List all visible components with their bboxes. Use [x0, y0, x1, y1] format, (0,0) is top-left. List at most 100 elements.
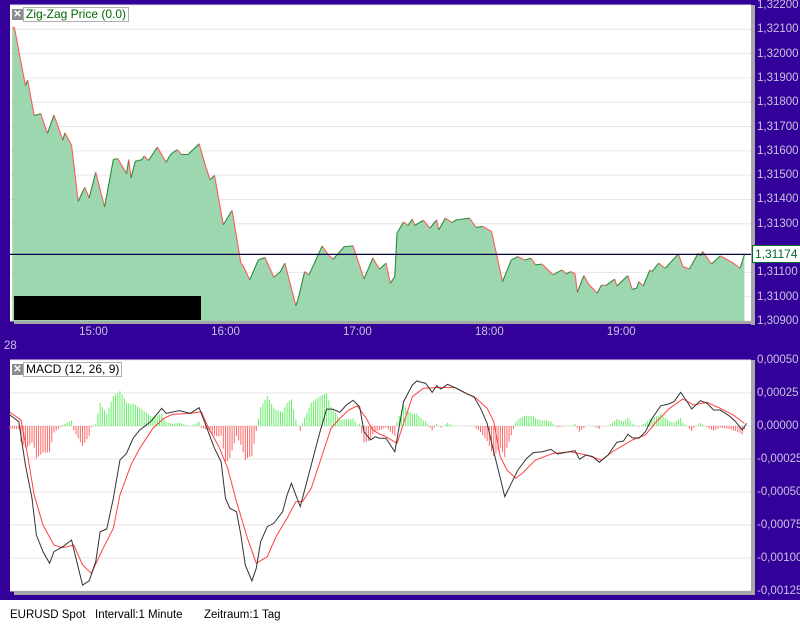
price-segment: [205, 166, 211, 180]
price-segment: [414, 219, 424, 226]
price-panel-shadow-bottom: [14, 321, 755, 324]
price-segment: [198, 143, 207, 167]
price-segment: [627, 275, 633, 290]
price-segment: [128, 159, 132, 179]
price-segment: [284, 263, 297, 306]
price-segment: [156, 146, 167, 163]
price-segment: [363, 257, 374, 280]
price-segment: [170, 149, 178, 155]
price-segment: [719, 255, 734, 264]
price-segment: [34, 113, 41, 117]
price-segment: [344, 245, 354, 248]
macd-legend-label: MACD (12, 26, 9): [23, 362, 123, 377]
price-segment: [213, 175, 224, 225]
price-segment: [658, 262, 666, 269]
price-segment: [566, 271, 571, 275]
price-segment: [40, 113, 48, 134]
price-segment: [135, 159, 143, 162]
price-segment: [616, 275, 629, 287]
price-segment: [638, 281, 644, 287]
price-segment: [649, 269, 653, 273]
price-segment: [117, 158, 128, 174]
x-tick-label: 18:00: [474, 326, 504, 338]
y-tick-label: 1,31700: [757, 120, 799, 133]
price-segment: [511, 256, 519, 261]
price-segment: [396, 221, 405, 234]
y-tick-label: 1,32100: [757, 23, 799, 36]
price-segment: [379, 262, 387, 270]
price-segment: [436, 219, 440, 230]
price-segment: [77, 187, 86, 202]
macd-legend: ✕ MACD (12, 26, 9): [12, 362, 123, 377]
price-area-fill: [12, 27, 745, 322]
price-segment: [524, 257, 532, 261]
y-tick-label: 0,00050: [757, 354, 799, 366]
status-interval: Intervall:1 Minute: [95, 609, 183, 621]
price-segment: [95, 172, 106, 208]
price-segment: [88, 172, 97, 199]
y-tick-label: -0,00050: [757, 486, 800, 498]
price-segment: [407, 218, 413, 226]
price-segment: [677, 253, 684, 267]
price-segment: [642, 269, 651, 287]
price-segment: [297, 271, 306, 300]
price-segment: [240, 262, 244, 266]
price-segment: [258, 257, 266, 261]
y-tick-label: 1,31600: [757, 144, 799, 157]
status-range: Zeitraum:1 Tag: [204, 609, 281, 621]
price-chart-panel[interactable]: ✕ Zig-Zag Price (0.0): [10, 4, 751, 322]
price-segment: [541, 263, 554, 276]
y-tick-label: 1,31100: [757, 266, 798, 279]
price-segment: [308, 245, 323, 276]
price-segment: [64, 132, 73, 146]
price-segment: [651, 262, 660, 272]
price-segment: [385, 263, 391, 284]
price-segment: [372, 257, 380, 270]
macd-panel-shadow-bottom: [14, 591, 755, 595]
price-segment: [389, 276, 396, 284]
price-chart: [10, 4, 751, 322]
price-segment: [53, 114, 64, 141]
price-segment: [143, 155, 149, 161]
price-segment: [242, 265, 251, 281]
y-tick-label: 1,32200: [757, 0, 799, 11]
price-segment: [502, 259, 512, 282]
y-tick-label: -0,00100: [757, 552, 800, 564]
price-segment: [451, 219, 457, 224]
price-segment: [438, 217, 446, 231]
price-segment: [130, 161, 136, 179]
y-tick-label: 1,32000: [757, 47, 799, 60]
price-segment: [596, 284, 602, 294]
y-tick-label: 0,00025: [757, 387, 799, 399]
price-segment: [113, 158, 118, 161]
price-segment: [583, 275, 589, 285]
price-segment: [682, 266, 690, 270]
macd-line: [9, 380, 748, 586]
price-segment: [328, 255, 334, 260]
x-tick-label: 17:00: [343, 326, 372, 338]
price-segment: [445, 217, 453, 224]
price-segment: [632, 287, 637, 290]
macd-chart-panel[interactable]: ✕ MACD (12, 26, 9): [9, 359, 751, 592]
last-price-label: 1,31174: [752, 245, 800, 263]
price-segment: [295, 299, 299, 306]
macd-panel-shadow-right: [751, 360, 755, 595]
price-segment: [165, 154, 171, 163]
price-segment: [187, 143, 200, 155]
redacted-box: [14, 296, 201, 320]
price-segment: [605, 278, 615, 286]
price-segment: [279, 262, 286, 272]
price-segment: [517, 256, 525, 261]
price-segment: [125, 159, 130, 174]
price-segment: [13, 27, 26, 86]
price-segment: [587, 283, 598, 294]
price-segment: [574, 273, 578, 293]
price-segment: [636, 281, 640, 289]
close-icon[interactable]: ✕: [12, 9, 23, 20]
close-icon[interactable]: ✕: [12, 364, 23, 375]
price-segment: [209, 175, 215, 181]
price-segment: [71, 145, 79, 202]
price-segment: [476, 225, 483, 228]
y-tick-label: -0,00125: [757, 585, 800, 597]
y-tick-label: -0,00025: [757, 453, 800, 465]
